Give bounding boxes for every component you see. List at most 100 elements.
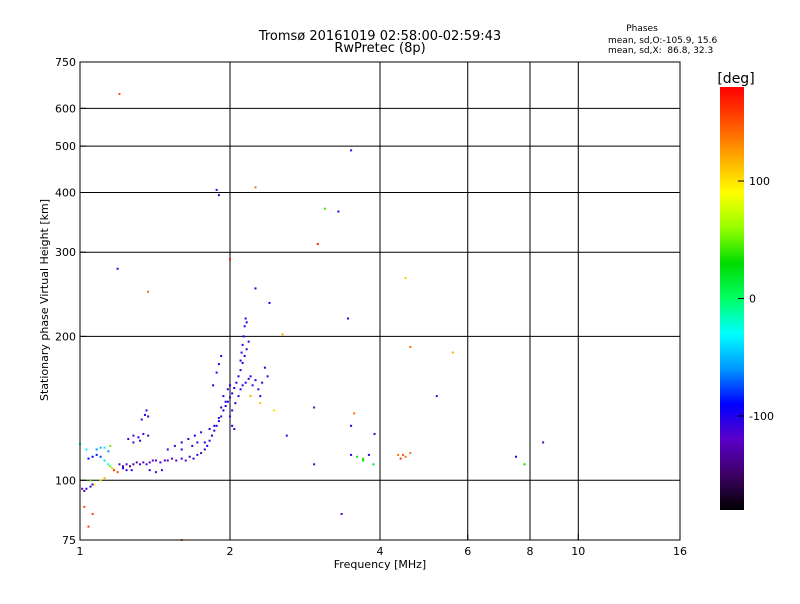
data-point bbox=[222, 409, 225, 412]
data-point bbox=[132, 441, 135, 444]
data-point bbox=[362, 457, 365, 460]
data-point bbox=[409, 346, 412, 349]
data-point bbox=[180, 457, 183, 460]
data-point bbox=[261, 381, 264, 384]
data-point bbox=[244, 317, 247, 320]
data-point bbox=[340, 513, 343, 516]
data-point bbox=[148, 469, 151, 472]
data-point bbox=[107, 450, 110, 453]
data-point bbox=[220, 354, 223, 357]
data-point bbox=[130, 469, 133, 472]
data-point bbox=[208, 439, 211, 442]
data-point bbox=[127, 437, 130, 440]
data-point bbox=[313, 463, 316, 466]
y-tick-label: 750 bbox=[55, 56, 76, 69]
data-point bbox=[241, 361, 244, 364]
data-point bbox=[116, 267, 119, 270]
data-point bbox=[187, 437, 190, 440]
data-point bbox=[99, 455, 102, 458]
x-tick-label: 8 bbox=[527, 545, 534, 558]
data-point bbox=[254, 186, 257, 189]
data-point bbox=[399, 457, 402, 460]
data-point bbox=[251, 384, 254, 387]
data-point bbox=[83, 505, 86, 508]
data-point bbox=[231, 392, 234, 395]
y-tick-label: 75 bbox=[62, 534, 76, 547]
data-point bbox=[145, 409, 148, 412]
data-point bbox=[85, 448, 88, 451]
data-point bbox=[229, 415, 231, 418]
data-point bbox=[241, 384, 244, 387]
colorbar-tick-label: -100 bbox=[749, 410, 774, 423]
data-point bbox=[215, 188, 218, 191]
data-point bbox=[353, 412, 356, 415]
data-point bbox=[132, 463, 135, 466]
data-point bbox=[103, 477, 106, 480]
data-point bbox=[217, 363, 220, 366]
data-point bbox=[142, 432, 145, 435]
data-point bbox=[217, 416, 220, 419]
data-point bbox=[239, 369, 242, 372]
data-point bbox=[259, 402, 262, 405]
data-point bbox=[191, 444, 194, 447]
data-point bbox=[147, 434, 150, 437]
data-point bbox=[89, 485, 92, 488]
data-point bbox=[224, 405, 227, 408]
data-point bbox=[109, 444, 112, 447]
data-point bbox=[350, 424, 353, 427]
y-tick-label: 500 bbox=[55, 140, 76, 153]
data-point bbox=[200, 452, 203, 455]
data-point bbox=[402, 453, 405, 456]
y-tick-label: 100 bbox=[55, 474, 76, 487]
data-point bbox=[231, 409, 234, 412]
data-point bbox=[215, 371, 218, 374]
data-point bbox=[249, 375, 252, 378]
data-point bbox=[409, 452, 412, 455]
data-point bbox=[173, 444, 176, 447]
data-point bbox=[240, 351, 243, 354]
data-point bbox=[239, 388, 242, 391]
data-point bbox=[234, 402, 237, 405]
data-point bbox=[222, 395, 225, 398]
data-point bbox=[235, 381, 238, 384]
data-point bbox=[147, 415, 150, 418]
data-point bbox=[337, 210, 340, 213]
data-point bbox=[93, 483, 96, 486]
data-point bbox=[154, 459, 157, 462]
data-point bbox=[111, 467, 114, 470]
data-point bbox=[233, 386, 236, 389]
data-point bbox=[226, 400, 229, 403]
x-tick-label: 16 bbox=[673, 545, 687, 558]
data-point bbox=[208, 428, 211, 431]
data-point bbox=[350, 453, 353, 456]
data-point bbox=[95, 453, 98, 456]
data-point bbox=[281, 333, 284, 336]
x-axis-label: Frequency [MHz] bbox=[334, 558, 426, 571]
x-tick-label: 10 bbox=[571, 545, 585, 558]
data-point bbox=[184, 459, 187, 462]
data-point bbox=[224, 400, 227, 403]
data-point bbox=[397, 453, 400, 456]
data-point bbox=[259, 395, 262, 398]
chart-subtitle: RwPretec (8p) bbox=[334, 41, 425, 56]
data-point bbox=[95, 448, 98, 451]
data-point bbox=[243, 325, 246, 328]
data-point bbox=[242, 335, 245, 338]
data-point bbox=[147, 290, 150, 293]
data-point bbox=[226, 388, 229, 391]
data-point bbox=[139, 439, 142, 442]
chart-title: Tromsø 20161019 02:58:00-02:59:43 bbox=[258, 29, 501, 44]
data-point bbox=[229, 396, 231, 399]
data-point bbox=[350, 149, 353, 152]
data-point bbox=[139, 463, 142, 466]
data-point bbox=[193, 434, 196, 437]
data-point bbox=[163, 459, 166, 462]
data-point bbox=[188, 455, 191, 458]
data-point bbox=[362, 459, 365, 462]
data-point bbox=[542, 441, 545, 444]
data-point bbox=[245, 321, 248, 324]
data-point bbox=[129, 465, 132, 468]
data-point bbox=[83, 489, 86, 492]
data-point bbox=[116, 471, 119, 474]
